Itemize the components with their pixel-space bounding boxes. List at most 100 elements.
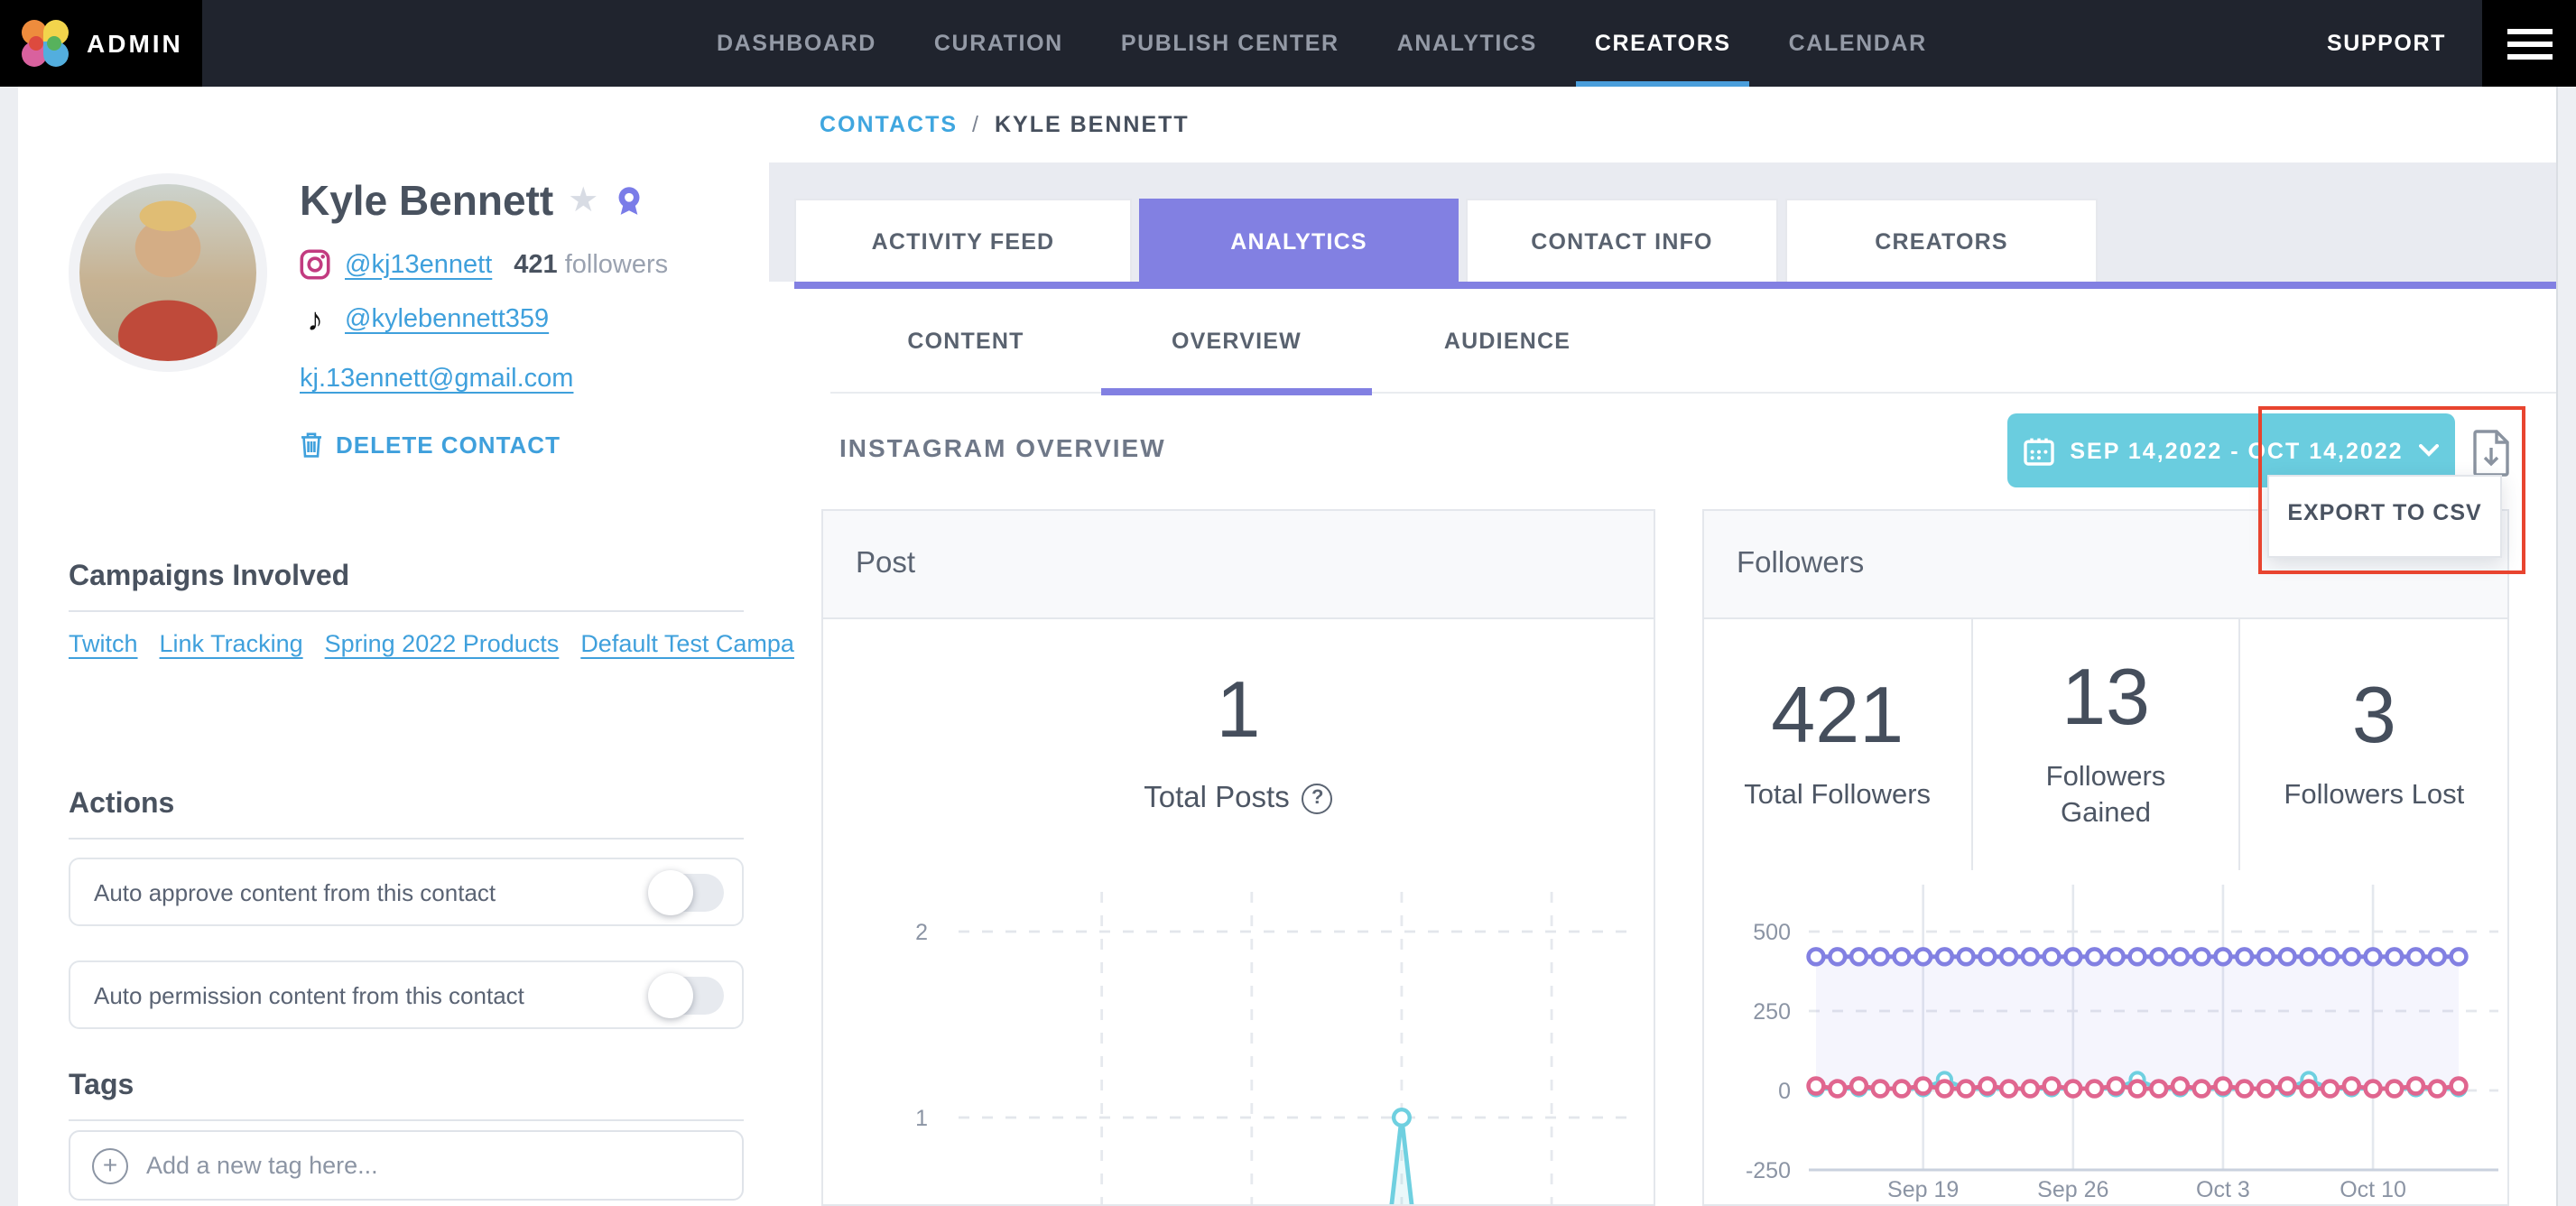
email-row: kj.13ennett@gmail.com (300, 363, 668, 395)
hamburger-menu-icon[interactable] (2482, 0, 2576, 87)
tiktok-icon: ♪ (307, 302, 323, 338)
avatar (69, 173, 267, 372)
top-navigation-bar: ADMIN DASHBOARD CURATION PUBLISH CENTER … (0, 0, 2576, 87)
svg-text:Oct 10: Oct 10 (2340, 1177, 2406, 1202)
help-icon[interactable]: ? (1302, 784, 1333, 814)
total-posts-value: 1 (1216, 666, 1261, 756)
active-tab-underline (794, 282, 2556, 289)
nav-item-calendar[interactable]: CALENDAR (1788, 31, 1927, 56)
subtab-audience[interactable]: AUDIENCE (1443, 328, 1571, 353)
svg-text:Oct 3: Oct 3 (2196, 1177, 2250, 1202)
instagram-icon (300, 249, 330, 280)
campaign-link[interactable]: Link Tracking (159, 630, 303, 657)
contact-sidebar: Kyle Bennett ★ @kj13ennett (18, 87, 1398, 1206)
auto-approve-label: Auto approve content from this contact (94, 878, 496, 905)
add-tag-placeholder: Add a new tag here... (146, 1152, 378, 1179)
export-to-csv-menu-item[interactable]: EXPORT TO CSV (2267, 475, 2502, 558)
brand-logo-icon (22, 20, 69, 67)
followers-word: followers (564, 250, 669, 279)
add-tag-input[interactable]: + Add a new tag here... (69, 1130, 744, 1201)
nav-menu: DASHBOARD CURATION PUBLISH CENTER ANALYT… (717, 0, 1927, 87)
scrollbar-rail[interactable] (2556, 87, 2576, 1206)
post-panel-header: Post (823, 511, 1654, 619)
total-posts-label: Total Posts (1144, 782, 1290, 815)
svg-text:Sep 19: Sep 19 (1887, 1177, 1959, 1202)
tab-analytics[interactable]: ANALYTICS (1139, 199, 1459, 282)
subtab-content[interactable]: CONTENT (907, 328, 1024, 353)
creator-badge-icon (617, 187, 639, 215)
followers-line-chart: Sep 19 Sep 26 Oct 3 Oct 10 500 250 0 -250 (1704, 870, 2507, 1204)
tiktok-handle-link[interactable]: @kylebennett359 (345, 305, 550, 334)
instagram-handle-link[interactable]: @kj13ennett (345, 250, 493, 279)
tags-title: Tags (69, 1071, 744, 1121)
auto-approve-toggle[interactable] (648, 869, 724, 914)
calendar-icon (2023, 437, 2054, 465)
export-to-csv-label: EXPORT TO CSV (2287, 500, 2482, 525)
campaign-link[interactable]: Default Test Campaign (580, 630, 827, 657)
delete-contact-button[interactable]: DELETE CONTACT (300, 431, 668, 459)
followers-gained-stat: 13 Followers Gained (1970, 619, 2238, 870)
breadcrumb: CONTACTS / KYLE BENNETT (769, 87, 2556, 162)
total-followers-stat: 421 Total Followers (1704, 619, 1970, 870)
delete-contact-label: DELETE CONTACT (336, 431, 561, 459)
followers-lost-value: 3 (2351, 671, 2396, 760)
nav-right-group: SUPPORT (2327, 0, 2576, 87)
subtab-bar: CONTENT OVERVIEW AUDIENCE (830, 289, 2556, 394)
nav-item-curation[interactable]: CURATION (933, 31, 1063, 56)
actions-section: Actions Auto approve content from this c… (69, 789, 744, 1029)
email-link[interactable]: kj.13ennett@gmail.com (300, 365, 574, 394)
chevron-down-icon (2419, 444, 2440, 457)
svg-text:250: 250 (1753, 999, 1791, 1025)
plus-circle-icon: + (92, 1147, 128, 1183)
followers-count: 421 (514, 250, 558, 279)
auto-permission-toggle[interactable] (648, 972, 724, 1017)
tiktok-row: ♪ @kylebennett359 (300, 303, 668, 336)
nav-item-analytics[interactable]: ANALYTICS (1396, 31, 1537, 56)
contact-name: Kyle Bennett (300, 177, 554, 224)
instagram-overview-title: INSTAGRAM OVERVIEW (839, 433, 1166, 462)
profile-header: Kyle Bennett ★ @kj13ennett (69, 173, 668, 459)
tab-contact-info[interactable]: CONTACT INFO (1466, 199, 1778, 282)
breadcrumb-contacts-link[interactable]: CONTACTS (820, 112, 959, 137)
instagram-followers: 421 followers (514, 250, 668, 279)
brand-logo-block[interactable]: ADMIN (0, 0, 202, 87)
campaign-link[interactable]: Twitch (69, 630, 138, 657)
svg-text:0: 0 (1778, 1079, 1791, 1104)
breadcrumb-separator: / (972, 112, 980, 137)
actions-title: Actions (69, 789, 744, 840)
total-posts-stat: 1 Total Posts ? (823, 619, 1654, 870)
export-file-icon[interactable] (2471, 430, 2511, 477)
tags-section: Tags + Add a new tag here... (69, 1071, 744, 1206)
nav-item-dashboard[interactable]: DASHBOARD (717, 31, 876, 56)
svg-text:500: 500 (1753, 920, 1791, 945)
tab-band: ACTIVITY FEED ANALYTICS CONTACT INFO CRE… (769, 162, 2556, 282)
campaigns-section: Campaigns Involved Twitch Link Tracking Sp… (69, 561, 1398, 663)
campaign-link[interactable]: Spring 2022 Products (324, 630, 560, 657)
nav-item-publish-center[interactable]: PUBLISH CENTER (1120, 31, 1339, 56)
tab-activity-feed[interactable]: ACTIVITY FEED (794, 199, 1132, 282)
auto-permission-label: Auto permission content from this contac… (94, 981, 524, 1008)
breadcrumb-current: KYLE BENNETT (995, 112, 1190, 137)
svg-text:1: 1 (915, 1106, 928, 1131)
support-link[interactable]: SUPPORT (2326, 31, 2446, 56)
followers-stats-row: 421 Total Followers 13 Followers Gained … (1704, 619, 2507, 870)
total-followers-label: Total Followers (1744, 779, 1932, 811)
campaigns-title: Campaigns Involved (69, 561, 744, 612)
left-gutter (0, 87, 18, 1206)
tab-creators[interactable]: CREATORS (1785, 199, 2098, 282)
instagram-row: @kj13ennett 421 followers (300, 249, 668, 280)
followers-panel: Followers 421 Total Followers 13 Followe… (1702, 509, 2509, 1206)
analytics-content: CONTENT OVERVIEW AUDIENCE INSTAGRAM OVER… (794, 289, 2556, 1206)
favorite-star-icon[interactable]: ★ (568, 182, 599, 220)
followers-lost-label: Followers Lost (2284, 779, 2465, 811)
auto-permission-card: Auto permission content from this contac… (69, 960, 744, 1029)
subtab-overview[interactable]: OVERVIEW (1101, 289, 1372, 394)
nav-item-creators[interactable]: CREATORS (1576, 0, 1750, 87)
total-followers-value: 421 (1771, 671, 1904, 760)
campaign-links: Twitch Link Tracking Spring 2022 Products D… (69, 625, 1398, 663)
svg-text:2: 2 (915, 920, 928, 945)
date-range-text: SEP 14,2022 - OCT 14,2022 (2070, 438, 2404, 463)
